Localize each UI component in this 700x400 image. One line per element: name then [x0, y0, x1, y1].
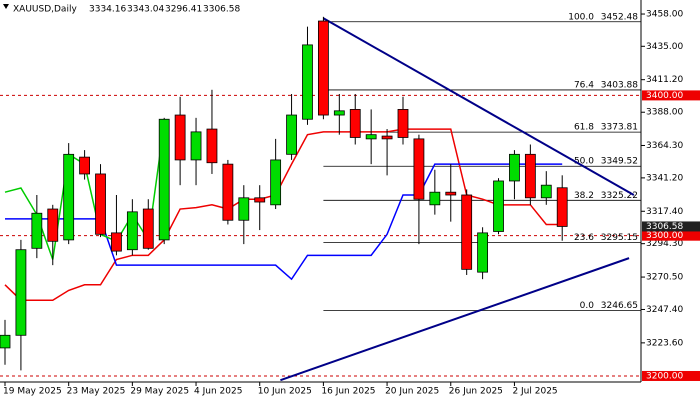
candle-body	[254, 197, 266, 203]
header-close: 3306.58	[203, 5, 240, 15]
candle-body	[477, 232, 489, 273]
header-icon	[3, 4, 9, 9]
fib-value: 3325.22	[601, 191, 638, 201]
candle-body	[190, 131, 202, 161]
y-tick-label: 3294.30	[646, 239, 683, 249]
level-label: 3200.00	[646, 371, 683, 381]
candle-body	[381, 135, 393, 140]
candle-body	[540, 184, 552, 199]
candle-body	[174, 114, 186, 161]
price-label: 3306.58	[646, 222, 683, 232]
fib-value: 3295.15	[601, 233, 638, 243]
level-label: 3400.00	[646, 91, 683, 101]
x-tick-label: 16 Jun 2025	[321, 387, 375, 397]
y-tick-label: 3364.30	[646, 141, 683, 151]
trendline	[280, 257, 630, 382]
candle-body	[238, 197, 250, 221]
x-tick-label: 20 Jun 2025	[385, 387, 439, 397]
candle-body	[63, 153, 75, 241]
trendline	[322, 17, 635, 196]
fib-value: 3349.52	[601, 157, 638, 167]
level-box	[642, 90, 700, 101]
candle-body	[493, 180, 504, 232]
fib-value: 3246.65	[601, 301, 638, 311]
fib-ratio: 100.0	[568, 12, 594, 22]
candle-body	[206, 128, 218, 164]
fib-ratio: 23.6	[574, 233, 594, 243]
price-box	[642, 221, 700, 232]
header-open: 3334.16	[89, 5, 126, 15]
candle-body	[142, 208, 154, 249]
candle-body	[445, 191, 457, 196]
header-high: 3343.04	[127, 5, 164, 15]
fib-ratio: 50.0	[574, 157, 594, 167]
x-tick-label: 26 Jun 2025	[449, 387, 503, 397]
x-tick-label: 10 Jun 2025	[258, 387, 312, 397]
y-tick-label: 3388.00	[646, 108, 683, 118]
candle-body	[286, 114, 297, 155]
candle-body	[222, 163, 234, 221]
candle-body	[397, 109, 409, 138]
fib-value: 3403.88	[601, 80, 638, 90]
candle-body	[413, 138, 425, 200]
symbol: XAUUSD,Daily	[13, 5, 77, 15]
y-tick-label: 3341.20	[646, 173, 683, 183]
y-tick-label: 3270.50	[646, 273, 683, 283]
y-tick-label: 3458.00	[646, 10, 683, 20]
y-tick-label: 3435.00	[646, 42, 683, 52]
fib-value: 3373.81	[601, 123, 638, 133]
fib-value: 3452.48	[601, 12, 638, 22]
candle-body	[31, 212, 43, 249]
level-label: 3300.00	[646, 231, 683, 241]
candle-body	[509, 153, 520, 182]
candle-body	[270, 159, 282, 206]
candle-body	[95, 173, 106, 235]
x-tick-label: 29 May 2025	[130, 387, 189, 397]
candle-body	[556, 187, 568, 227]
fib-ratio: 38.2	[574, 191, 594, 201]
fib-ratio: 76.4	[574, 80, 594, 90]
x-tick-label: 19 May 2025	[3, 387, 62, 397]
candle-body	[126, 211, 138, 251]
candle-body	[47, 208, 59, 242]
candle-body	[461, 194, 473, 270]
candle-body	[429, 191, 441, 206]
fib-ratio: 61.8	[574, 123, 594, 133]
candle-body	[333, 110, 345, 116]
fib-ratio: 0.0	[580, 301, 595, 311]
level-box	[642, 370, 700, 381]
y-tick-label: 3317.40	[646, 207, 683, 217]
candle-body	[111, 232, 122, 252]
candle-body	[302, 44, 313, 120]
candle-body	[15, 249, 27, 336]
x-tick-label: 2 Jul 2025	[512, 387, 557, 397]
y-tick-label: 3411.20	[646, 75, 683, 85]
level-box	[642, 230, 700, 241]
candle-body	[317, 20, 329, 116]
candle-body	[79, 156, 90, 175]
x-tick-label: 23 May 2025	[67, 387, 126, 397]
candle-body	[158, 118, 170, 241]
y-tick-label: 3223.60	[646, 338, 683, 348]
candle-body	[365, 134, 377, 140]
x-tick-label: 4 Jun 2025	[194, 387, 242, 397]
candle-body	[524, 153, 536, 199]
candle-body	[0, 334, 11, 349]
header-low: 3296.41	[165, 5, 202, 15]
y-tick-label: 3247.40	[646, 305, 683, 315]
candle-body	[349, 109, 361, 138]
